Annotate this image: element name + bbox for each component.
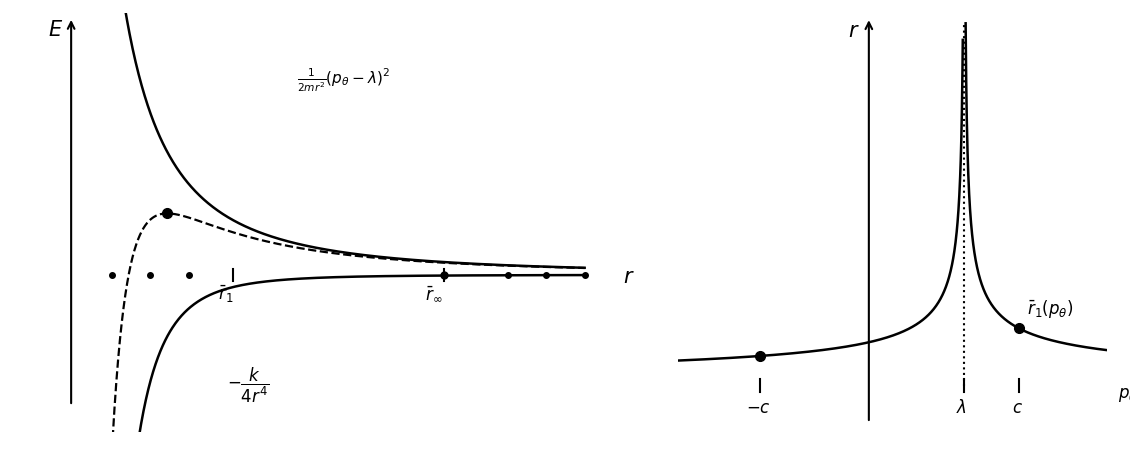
- Text: $\bar{r}_1(p_\theta)$: $\bar{r}_1(p_\theta)$: [1027, 298, 1074, 321]
- Text: $r$: $r$: [849, 22, 860, 41]
- Text: $r$: $r$: [623, 267, 635, 286]
- Text: $\bar{r}_\infty$: $\bar{r}_\infty$: [425, 285, 443, 303]
- Text: $p_\theta$: $p_\theta$: [1118, 385, 1130, 403]
- Text: $\lambda$: $\lambda$: [956, 398, 967, 416]
- Text: $c$: $c$: [1012, 399, 1023, 416]
- Text: $-\dfrac{k}{4r^4}$: $-\dfrac{k}{4r^4}$: [227, 365, 269, 404]
- Text: $\bar{r}_1$: $\bar{r}_1$: [218, 283, 234, 305]
- Text: $E$: $E$: [49, 20, 63, 40]
- Text: $\frac{1}{2mr^2}(p_\theta - \lambda)^2$: $\frac{1}{2mr^2}(p_\theta - \lambda)^2$: [297, 66, 390, 94]
- Text: $-c$: $-c$: [746, 399, 771, 416]
